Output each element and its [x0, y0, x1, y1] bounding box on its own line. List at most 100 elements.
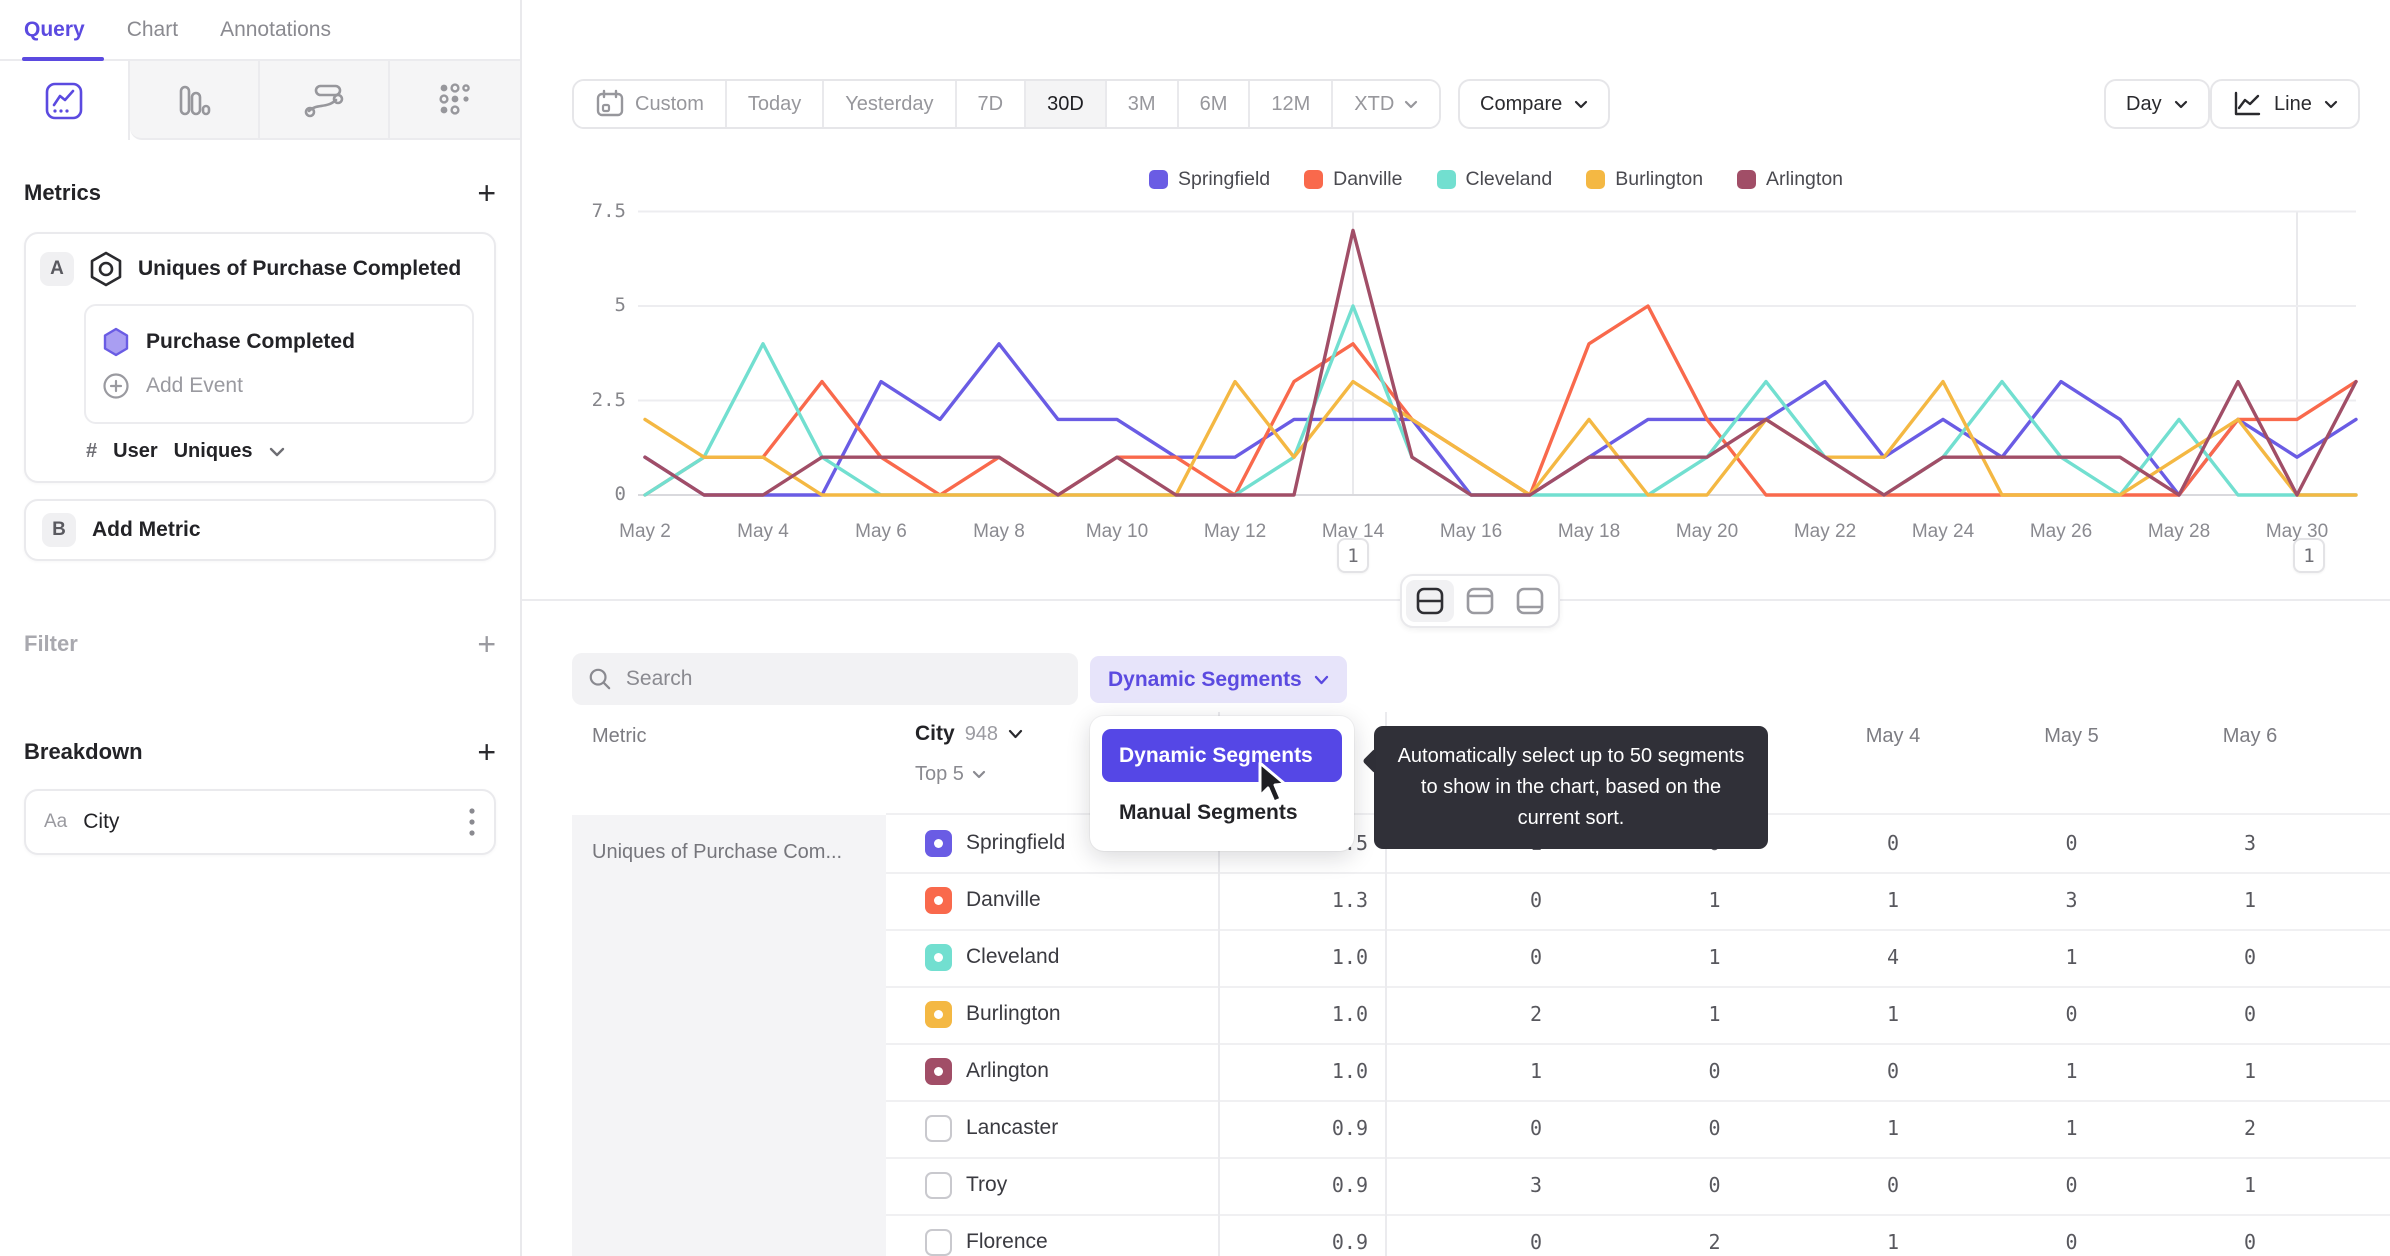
annotation-badge[interactable]: 1 — [2293, 538, 2325, 573]
segment-mode-button[interactable]: Dynamic Segments — [1090, 656, 1347, 703]
kebab-menu-icon[interactable] — [468, 806, 476, 838]
legend-item-danville[interactable]: Danville — [1304, 168, 1403, 191]
layout-split-view-button[interactable] — [1406, 580, 1454, 622]
segment-day-value: 1 — [1886, 1230, 1900, 1254]
legend-item-burlington[interactable]: Burlington — [1586, 168, 1703, 191]
segment-checkbox-unchecked[interactable] — [925, 1229, 952, 1256]
layout-toggle-group — [1400, 574, 1560, 628]
segment-day-value: 0 — [1529, 1230, 1543, 1254]
segment-checkbox-checked[interactable] — [925, 1058, 952, 1085]
segment-checkbox-unchecked[interactable] — [925, 1115, 952, 1142]
chart-type-grid-tab[interactable] — [390, 61, 520, 140]
date-range-3m[interactable]: 3M — [1106, 81, 1179, 127]
metric-row-cell: Uniques of Purchase Com... — [572, 815, 886, 1256]
add-breakdown-plus-button[interactable]: + — [477, 734, 496, 770]
y-axis-tick: 7.5 — [591, 199, 626, 222]
calendar-icon — [596, 89, 624, 117]
segment-day-value: 1 — [1886, 1116, 1900, 1140]
compare-button[interactable]: Compare — [1458, 79, 1611, 129]
segment-day-value: 1 — [1708, 1002, 1721, 1026]
date-range-label: 6M — [1199, 92, 1228, 115]
date-range-xtd[interactable]: XTD — [1333, 81, 1440, 127]
chart-style-button[interactable]: Line — [2210, 79, 2360, 129]
dropdown-item-manual-segments[interactable]: Manual Segments — [1119, 801, 1298, 824]
tab-annotations[interactable]: Annotations — [220, 17, 331, 41]
add-event-row[interactable]: Add Event — [102, 364, 456, 408]
annotation-badge[interactable]: 1 — [1337, 538, 1369, 573]
chart-type-line-tab[interactable] — [0, 61, 130, 140]
date-column-header: May 5 — [2044, 725, 2099, 747]
segment-day-value: 0 — [2065, 1230, 2078, 1254]
date-range-label: XTD — [1354, 92, 1395, 115]
metric-a-badge: A — [40, 252, 74, 286]
date-column-header: May 6 — [2222, 725, 2278, 747]
metric-a-title[interactable]: Uniques of Purchase Completed — [138, 257, 462, 280]
segment-day-value: 0 — [2243, 1002, 2257, 1026]
segment-mode-label: Dynamic Segments — [1108, 667, 1302, 691]
granularity-button[interactable]: Day — [2104, 79, 2210, 129]
legend-label: Springfield — [1177, 168, 1271, 190]
date-range-label: 12M — [1271, 92, 1311, 115]
legend-item-cleveland[interactable]: Cleveland — [1436, 168, 1552, 191]
layout-top-panel-button[interactable] — [1456, 580, 1504, 622]
dropdown-item-dynamic-segments[interactable]: Dynamic Segments — [1102, 729, 1342, 782]
metric-hexagon-icon — [90, 251, 122, 287]
date-range-12m[interactable]: 12M — [1250, 81, 1334, 127]
segment-day-value: 1 — [2243, 1059, 2257, 1083]
add-filter-plus-button[interactable]: + — [477, 626, 496, 662]
x-axis-tick: May 2 — [619, 521, 671, 542]
layout-bottom-panel-button[interactable] — [1506, 580, 1554, 622]
segment-day-value: 1 — [2243, 888, 2257, 912]
measurement-selector[interactable]: # User Uniques — [40, 440, 480, 463]
segment-day-value: 0 — [2065, 1173, 2078, 1197]
top-n-selector[interactable]: Top 5 — [915, 763, 986, 786]
date-range-today[interactable]: Today — [726, 81, 825, 127]
legend-swatch — [1586, 170, 1606, 189]
compare-label: Compare — [1480, 92, 1563, 115]
segment-day-value: 1 — [1886, 888, 1900, 912]
event-row[interactable]: Purchase Completed — [102, 320, 456, 364]
breakdown-city-item[interactable]: Aa City — [24, 789, 496, 855]
segment-checkbox-unchecked[interactable] — [925, 1172, 952, 1199]
x-axis-tick: May 6 — [855, 521, 907, 542]
segment-day-value: 0 — [1529, 1116, 1543, 1140]
active-tab-underline — [22, 57, 104, 61]
segment-day-value: 0 — [1708, 1116, 1721, 1140]
segment-name: Springfield — [966, 831, 1066, 854]
segment-avg-value: 0.9 — [1331, 1173, 1368, 1197]
add-metric-plus-button[interactable]: + — [477, 175, 496, 211]
chart-type-flow-tab[interactable] — [260, 61, 390, 140]
group-column-header[interactable]: City 948 — [915, 722, 1023, 746]
x-axis-tick: May 30 — [2265, 521, 2329, 542]
chart-type-bar-tab[interactable] — [130, 61, 260, 140]
date-range-30d[interactable]: 30D — [1026, 81, 1107, 127]
date-range-6m[interactable]: 6M — [1178, 81, 1251, 127]
search-icon — [589, 668, 611, 690]
bar-chart-icon — [179, 85, 211, 115]
date-range-7d[interactable]: 7D — [956, 81, 1027, 127]
legend-item-arlington[interactable]: Arlington — [1737, 168, 1843, 191]
segment-checkbox-checked[interactable] — [925, 1001, 952, 1028]
segment-checkbox-checked[interactable] — [925, 830, 952, 857]
tab-chart[interactable]: Chart — [126, 17, 179, 41]
segment-day-value: 1 — [2065, 1059, 2078, 1083]
chart-style-label: Line — [2274, 92, 2312, 115]
segment-checkbox-checked[interactable] — [925, 887, 952, 914]
add-metric-label: Add Metric — [92, 518, 201, 541]
line-style-icon — [2234, 91, 2261, 116]
bottom-panel-icon — [1516, 587, 1544, 615]
legend-item-springfield[interactable]: Springfield — [1148, 168, 1271, 191]
line-chart — [638, 210, 2358, 497]
search-input[interactable] — [625, 667, 1062, 691]
group-count: 948 — [964, 722, 999, 745]
date-range-custom[interactable]: Custom — [574, 81, 727, 127]
legend-label: Burlington — [1615, 168, 1704, 190]
segment-checkbox-checked[interactable] — [925, 944, 952, 971]
segment-avg-value: 1.3 — [1331, 888, 1368, 912]
tab-query[interactable]: Query — [24, 17, 85, 41]
segment-day-value: 2 — [2243, 1116, 2257, 1140]
date-range-yesterday[interactable]: Yesterday — [824, 81, 957, 127]
add-metric-b-card[interactable]: B Add Metric — [24, 499, 496, 561]
top-n-label: Top 5 — [915, 763, 964, 785]
segment-name: Arlington — [966, 1059, 1049, 1082]
